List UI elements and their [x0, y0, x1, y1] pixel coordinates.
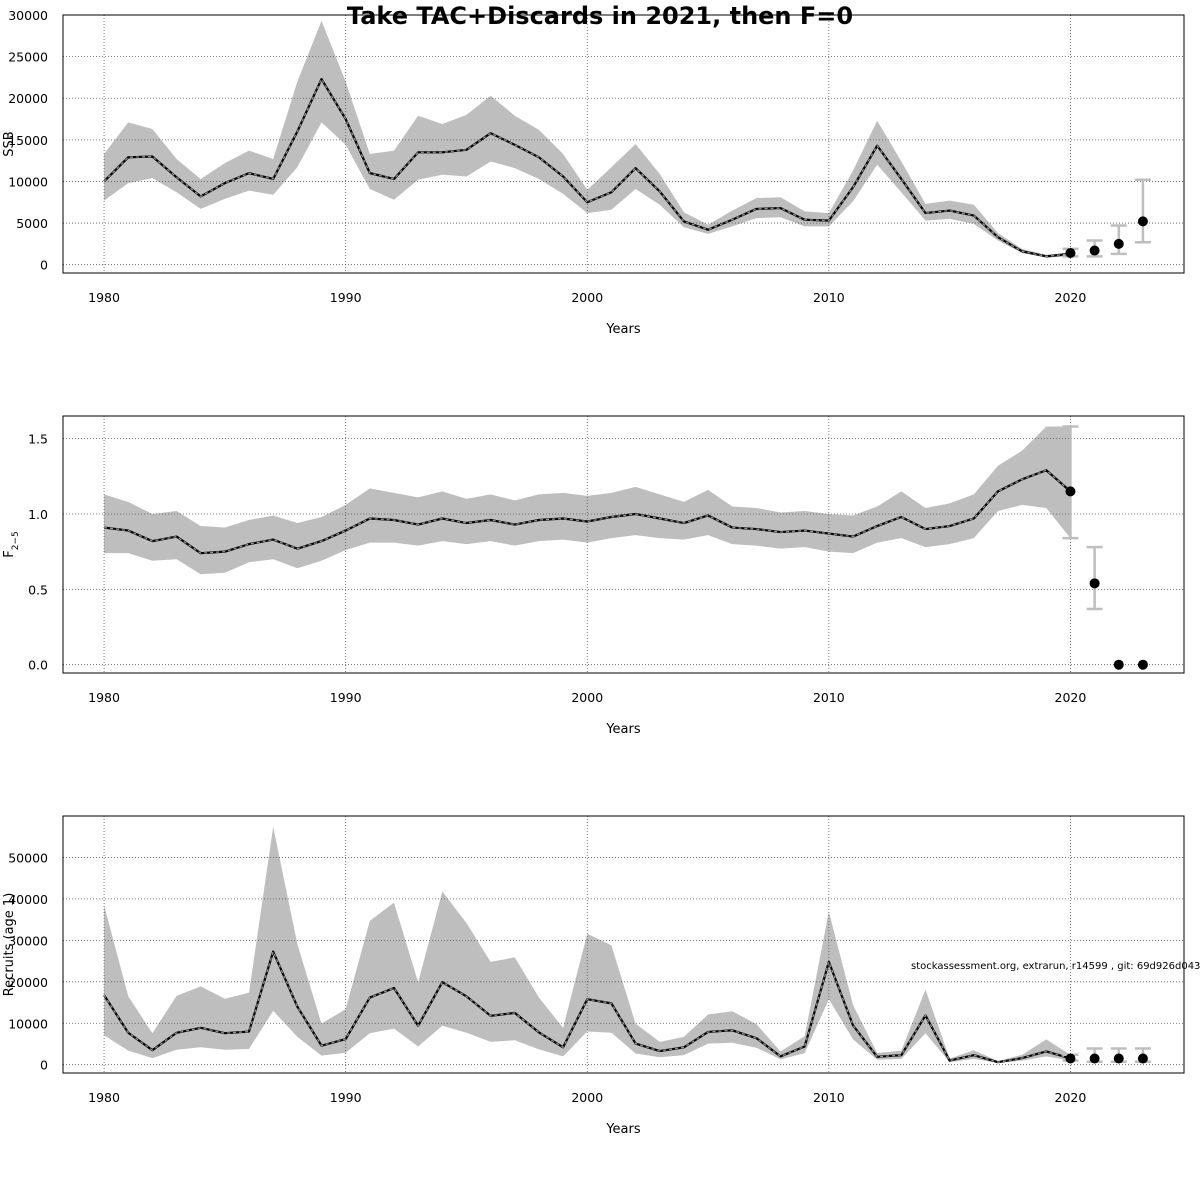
footnote: stockassessment.org, extrarun, r14599 , …: [911, 961, 1200, 972]
f-x-tick-label: 1990: [330, 690, 362, 705]
fishing-mortality-panel: 1980 1990 2000 2010 2020 0.0 0.5 1.0 1.5 Years F2−…: [2, 415, 1185, 737]
f-y-tick-label: 0.0: [28, 658, 48, 673]
ssb-x-tick-label: 1980: [88, 290, 120, 305]
recruits-y-tick-label: 10000: [8, 1016, 48, 1031]
recruits-x-tick-label: 1980: [88, 1090, 120, 1105]
recruits-forecast-point: [1137, 1053, 1148, 1064]
recruits-forecast-point: [1065, 1053, 1076, 1064]
f-estimate-line-dash: [103, 469, 1071, 554]
ssb-estimate-line-dash: [103, 77, 1071, 257]
recruits-x-axis-title: Years: [605, 1122, 641, 1137]
ssb-y-tick-label: 5000: [16, 216, 48, 231]
recruits-y-tick-label: 0: [40, 1058, 48, 1073]
f-x-tick-label: 2010: [813, 690, 845, 705]
recruits-y-tick-label: 40000: [8, 892, 48, 907]
recruits-y-axis-title: Recruits (age 1): [2, 893, 17, 997]
f-x-tick-label: 2000: [571, 690, 603, 705]
recruits-estimate-line-dash: [103, 949, 1071, 1063]
recruits-y-tick-label: 20000: [8, 975, 48, 990]
recruits-x-tick-label: 2020: [1055, 1090, 1087, 1105]
ssb-y-tick-label: 30000: [8, 8, 48, 23]
f-x-axis-title: Years: [605, 722, 641, 737]
recruits-x-tick-label: 1990: [330, 1090, 362, 1105]
ssb-panel: 1980 1990 2000 2010 2020 0 5000 10000 15000 20000…: [2, 8, 1185, 337]
ssb-y-tick-label: 0: [40, 258, 48, 273]
recruits-x-tick-label: 2000: [571, 1090, 603, 1105]
f-y-axis-subscript: 2−5: [11, 531, 21, 550]
f-y-tick-label: 1.5: [28, 432, 48, 447]
recruits-x-tick-label: 2010: [813, 1090, 845, 1105]
ssb-x-tick-label: 2010: [813, 290, 845, 305]
ssb-y-tick-label: 15000: [8, 133, 48, 148]
ssb-y-tick-label: 25000: [8, 50, 48, 65]
ssb-y-tick-label: 20000: [8, 91, 48, 106]
f-forecast-point: [1113, 659, 1124, 670]
ssb-x-tick-label: 2020: [1055, 290, 1087, 305]
recruits-forecast-point: [1113, 1053, 1124, 1064]
ssb-y-axis-title: SSB: [2, 131, 17, 156]
ssb-y-tick-label: 10000: [8, 174, 48, 189]
recruits-forecast-point: [1089, 1053, 1100, 1064]
f-y-tick-label: 0.5: [28, 582, 48, 597]
f-forecast-point: [1137, 659, 1148, 670]
f-y-axis-title: F2−5: [2, 531, 21, 557]
ssb-x-tick-label: 2000: [571, 290, 603, 305]
ssb-forecast-point: [1137, 216, 1148, 227]
f-x-tick-label: 1980: [88, 690, 120, 705]
f-plot-frame: [62, 415, 1185, 674]
ssb-forecast-point: [1089, 245, 1100, 256]
ssb-x-axis-title: Years: [605, 322, 641, 337]
recruitment-panel: 1980 1990 2000 2010 2020 0 10000 20000 30000 4000…: [2, 815, 1185, 1137]
f-forecast-point: [1065, 486, 1076, 497]
ssb-plot-frame: [62, 14, 1185, 274]
recruits-y-tick-label: 50000: [8, 850, 48, 865]
f-y-tick-label: 1.0: [28, 507, 48, 522]
chart-title: Take TAC+Discards in 2021, then F=0: [346, 2, 854, 30]
f-forecast-point: [1089, 578, 1100, 589]
recruits-plot-frame: [62, 815, 1185, 1074]
f-x-tick-label: 2020: [1055, 690, 1087, 705]
ssb-x-tick-label: 1990: [330, 290, 362, 305]
ssb-forecast-point: [1065, 248, 1076, 259]
recruits-y-tick-label: 30000: [8, 933, 48, 948]
ssb-forecast-point: [1113, 238, 1124, 249]
recruits-confidence-band: [104, 826, 1071, 1064]
